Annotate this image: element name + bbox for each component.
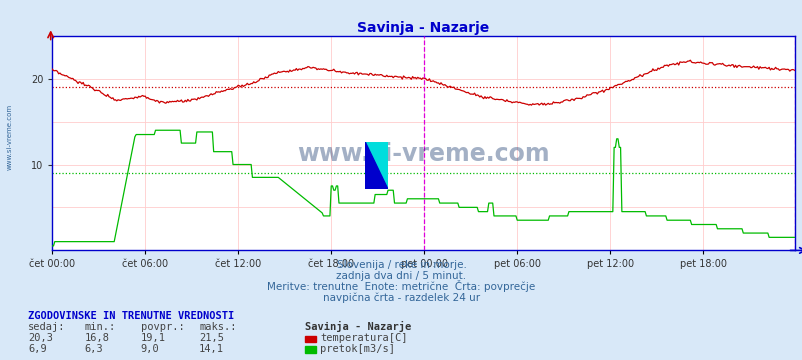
Text: pretok[m3/s]: pretok[m3/s] <box>320 344 395 354</box>
Text: 21,5: 21,5 <box>199 333 224 343</box>
Text: 9,0: 9,0 <box>140 344 159 354</box>
Text: 20,3: 20,3 <box>28 333 53 343</box>
Text: 6,9: 6,9 <box>28 344 47 354</box>
Title: Savinja - Nazarje: Savinja - Nazarje <box>357 21 489 35</box>
Text: www.si-vreme.com: www.si-vreme.com <box>297 142 549 166</box>
Text: temperatura[C]: temperatura[C] <box>320 333 407 343</box>
Text: sedaj:: sedaj: <box>28 323 66 333</box>
Text: povpr.:: povpr.: <box>140 323 184 333</box>
Text: maks.:: maks.: <box>199 323 237 333</box>
Text: 6,3: 6,3 <box>84 344 103 354</box>
Polygon shape <box>365 142 387 189</box>
Text: ZGODOVINSKE IN TRENUTNE VREDNOSTI: ZGODOVINSKE IN TRENUTNE VREDNOSTI <box>28 311 234 321</box>
Text: min.:: min.: <box>84 323 115 333</box>
Text: navpična črta - razdelek 24 ur: navpična črta - razdelek 24 ur <box>322 292 480 303</box>
Text: Savinja - Nazarje: Savinja - Nazarje <box>305 321 411 333</box>
Text: 14,1: 14,1 <box>199 344 224 354</box>
Text: www.si-vreme.com: www.si-vreme.com <box>6 104 13 170</box>
Polygon shape <box>365 142 387 189</box>
Text: Slovenija / reke in morje.: Slovenija / reke in morje. <box>336 260 466 270</box>
Polygon shape <box>365 142 387 189</box>
Text: Meritve: trenutne  Enote: metrične  Črta: povprečje: Meritve: trenutne Enote: metrične Črta: … <box>267 280 535 292</box>
Text: 16,8: 16,8 <box>84 333 109 343</box>
Text: 19,1: 19,1 <box>140 333 165 343</box>
Text: zadnja dva dni / 5 minut.: zadnja dva dni / 5 minut. <box>336 271 466 281</box>
